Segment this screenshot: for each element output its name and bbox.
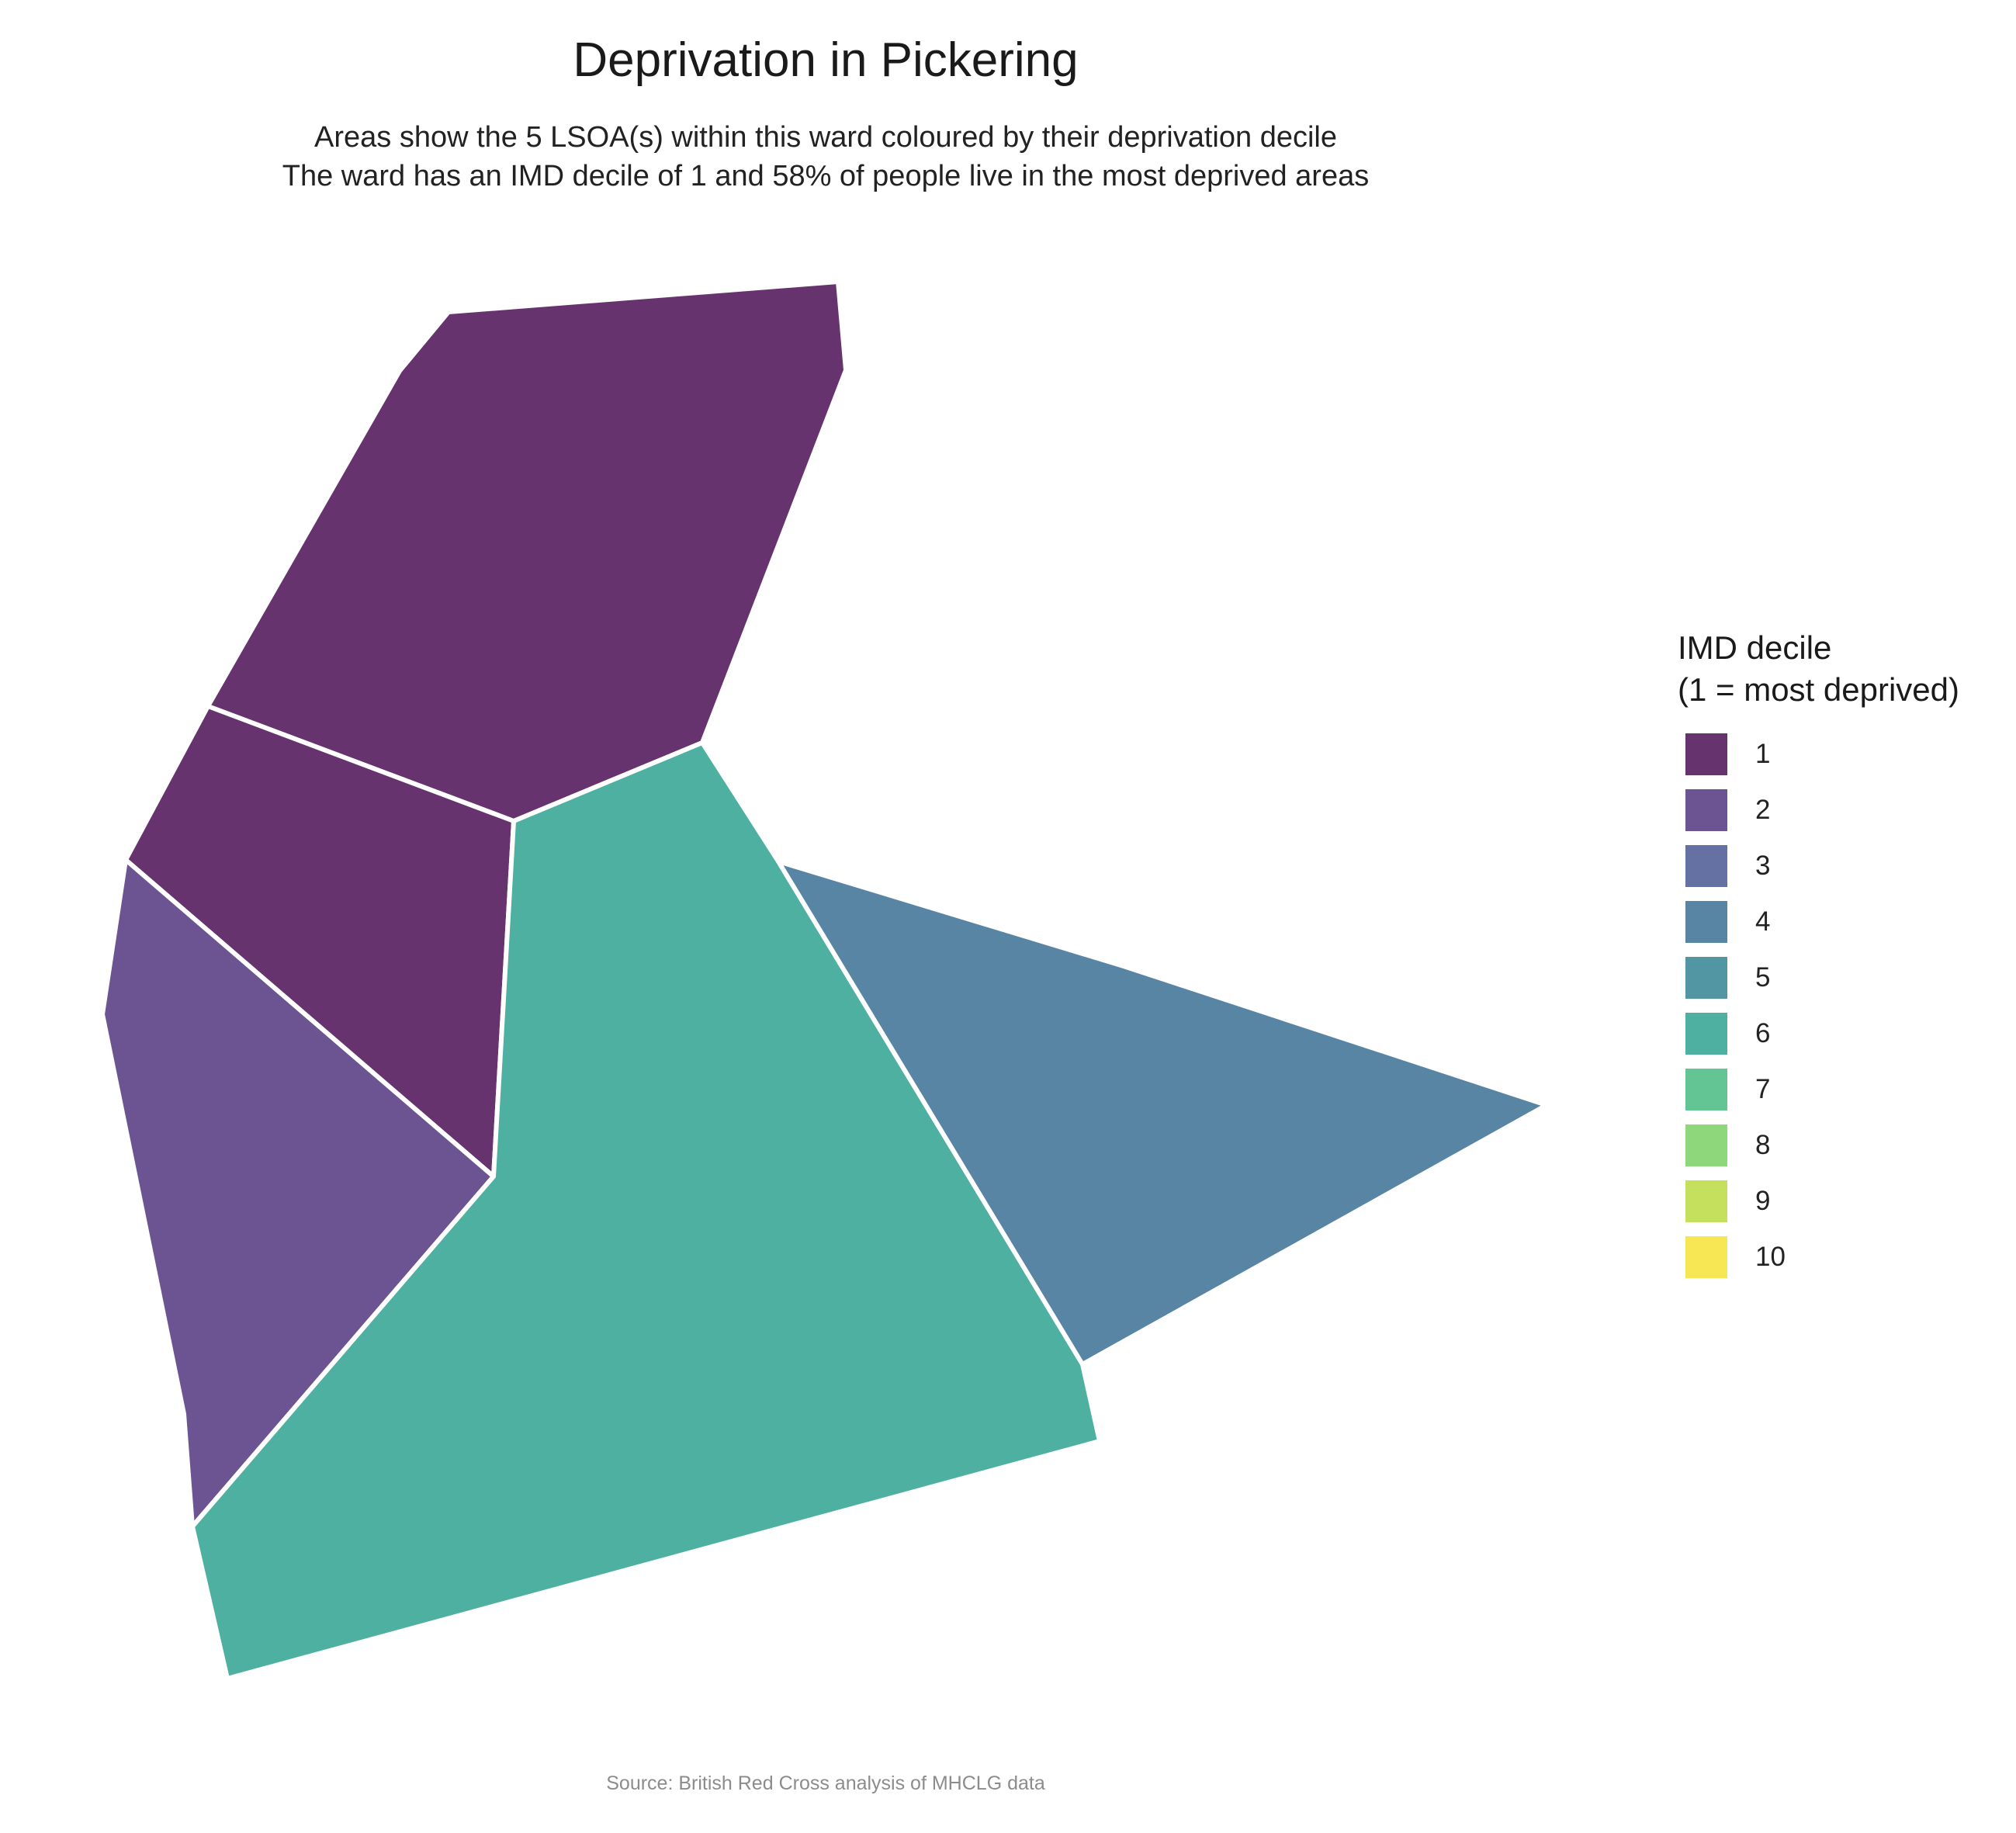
legend-item: 8 [1678,1117,1959,1173]
legend-item: 7 [1678,1062,1959,1117]
legend-title-line-2: (1 = most deprived) [1678,671,1959,708]
chart-subtitle: Areas show the 5 LSOA(s) within this war… [0,118,1651,196]
legend-item: 2 [1678,782,1959,838]
lsoa-west [100,858,496,1529]
legend-item: 6 [1678,1006,1959,1062]
legend-swatch [1685,1236,1727,1278]
legend-label: 7 [1755,1074,1771,1104]
legend-item: 10 [1678,1229,1959,1285]
legend-item: 5 [1678,950,1959,1006]
legend-swatch [1685,1180,1727,1222]
legend-title: IMD decile (1 = most deprived) [1678,627,1959,711]
legend: IMD decile (1 = most deprived) 1 2 3 4 5… [1678,627,1959,1285]
legend-item: 4 [1678,894,1959,950]
legend-title-line-1: IMD decile [1678,629,1832,666]
legend-label: 4 [1755,906,1771,937]
legend-label: 3 [1755,851,1771,881]
legend-swatch [1685,957,1727,999]
subtitle-line-1: Areas show the 5 LSOA(s) within this war… [314,121,1337,154]
legend-swatch [1685,1124,1727,1166]
chart-title: Deprivation in Pickering [573,33,1079,87]
legend-swatch [1685,1069,1727,1111]
legend-label: 8 [1755,1130,1771,1160]
legend-item: 1 [1678,726,1959,782]
source-caption: Source: British Red Cross analysis of MH… [606,1772,1045,1794]
subtitle-line-2: The ward has an IMD decile of 1 and 58% … [282,160,1370,192]
lsoa-east [776,859,1549,1367]
legend-label: 5 [1755,962,1771,993]
legend-item: 3 [1678,838,1959,894]
legend-swatch [1685,845,1727,887]
legend-label: 9 [1755,1186,1771,1216]
legend-swatch [1685,733,1727,775]
legend-swatch [1685,901,1727,943]
legend-label: 1 [1755,739,1771,769]
legend-swatch [1685,789,1727,831]
legend-swatch [1685,1013,1727,1055]
legend-items: 1 2 3 4 5 6 7 8 [1678,726,1959,1285]
legend-label: 10 [1755,1242,1786,1272]
legend-label: 6 [1755,1018,1771,1048]
legend-label: 2 [1755,795,1771,825]
legend-item: 9 [1678,1173,1959,1229]
